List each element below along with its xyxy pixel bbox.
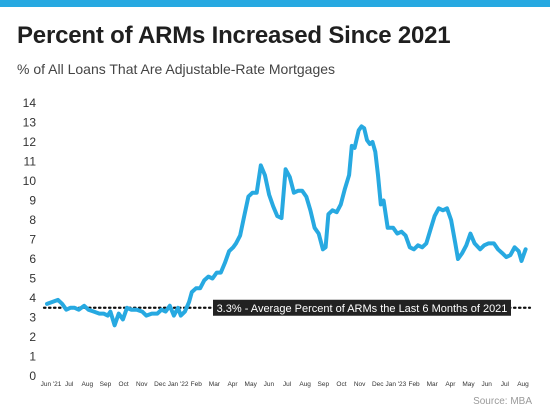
x-tick-label: Jul — [501, 381, 510, 388]
x-tick-label: Dec — [372, 381, 384, 388]
x-tick-label: Jun — [264, 381, 275, 388]
y-tick-label: 4 — [29, 291, 36, 305]
x-tick-label: May — [245, 381, 258, 388]
x-tick-label: Jun — [481, 381, 492, 388]
y-tick-label: 0 — [29, 369, 36, 383]
y-tick-label: 13 — [23, 116, 37, 130]
x-tick-label: Jan '23 — [386, 381, 407, 388]
x-tick-label: Feb — [191, 381, 203, 388]
x-tick-label: Sep — [100, 381, 112, 388]
x-axis: Jun '21 Jul Aug Sep Oct Nov Dec Jan '22 Feb Mar Ap… — [41, 381, 530, 388]
x-tick-label: Jan '22 — [168, 381, 189, 388]
x-tick-label: May — [462, 381, 475, 388]
x-tick-label: Oct — [336, 381, 346, 388]
annotation-label: 3.3% - Average Percent of ARMs the Last … — [217, 303, 508, 315]
chart-title: Percent of ARMs Increased Since 2021 — [17, 22, 451, 49]
x-tick-label: Jul — [65, 381, 74, 388]
x-tick-label: Jul — [283, 381, 292, 388]
y-tick-label: 8 — [29, 213, 36, 227]
x-tick-label: Feb — [408, 381, 420, 388]
x-tick-label: Apr — [445, 381, 456, 388]
x-tick-label: Sep — [318, 381, 330, 388]
y-tick-label: 11 — [24, 155, 37, 169]
y-tick-label: 10 — [23, 174, 37, 188]
top-accent-bar — [0, 0, 550, 7]
y-tick-label: 9 — [29, 194, 36, 208]
x-tick-label: Nov — [354, 381, 366, 388]
x-tick-label: Nov — [136, 381, 148, 388]
y-tick-label: 2 — [29, 330, 36, 344]
y-tick-label: 6 — [29, 252, 36, 266]
series-group — [45, 124, 528, 328]
y-tick-label: 5 — [29, 272, 36, 286]
x-tick-label: Oct — [119, 381, 129, 388]
x-tick-label: Dec — [154, 381, 166, 388]
y-tick-label: 3 — [29, 311, 36, 325]
y-tick-label: 1 — [29, 350, 36, 364]
x-tick-label: Mar — [427, 381, 439, 388]
y-tick-label: 14 — [23, 96, 37, 110]
x-tick-label: Aug — [299, 381, 311, 388]
annotation-box — [213, 299, 511, 316]
x-tick-label: Aug — [517, 381, 529, 388]
x-tick-label: Mar — [209, 381, 221, 388]
chart-subtitle: % of All Loans That Are Adjustable-Rate … — [17, 61, 336, 77]
series-line — [45, 124, 528, 328]
x-tick-label: Aug — [82, 381, 94, 388]
x-tick-label: Jun '21 — [41, 381, 62, 388]
y-tick-label: 12 — [23, 135, 37, 149]
x-tick-label: Apr — [227, 381, 238, 388]
y-tick-label: 7 — [29, 233, 36, 247]
source-note: Source: MBA — [473, 396, 532, 407]
